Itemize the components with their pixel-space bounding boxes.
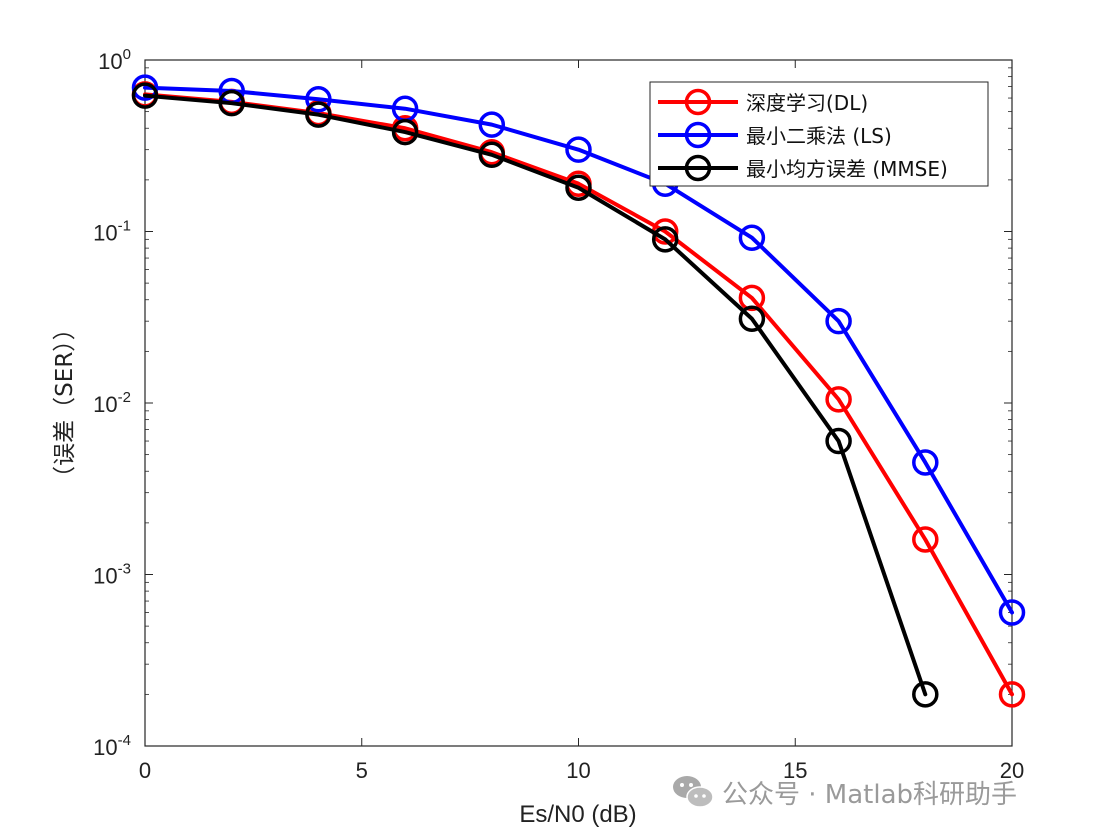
legend-item: 深度学习(DL)	[658, 88, 868, 116]
data-point	[912, 526, 939, 553]
data-point	[131, 82, 159, 109]
data-point	[478, 141, 506, 169]
y-tick-label: 10-3	[93, 561, 131, 589]
legend: 深度学习(DL) 最小二乘法 (LS) 最小均方误差 (MMSE)	[649, 81, 989, 187]
data-point	[305, 101, 332, 128]
x-tick-label: 5	[356, 758, 368, 783]
x-tick-label: 0	[139, 758, 151, 783]
x-axis-label: Es/N0 (dB)	[519, 801, 636, 828]
legend-item: 最小二乘法 (LS)	[658, 121, 892, 149]
x-tick-label: 15	[783, 758, 807, 783]
series-2	[131, 82, 939, 708]
y-axis: 100 10-1 10-2 10-3 10-4	[93, 46, 1012, 760]
legend-swatch-marker	[684, 121, 712, 149]
data-point	[998, 599, 1026, 626]
data-point	[738, 305, 766, 332]
data-point	[825, 307, 852, 335]
watermark: 公众号 · Matlab科研助手	[673, 776, 1017, 810]
data-point	[825, 427, 852, 455]
data-point	[478, 111, 506, 138]
legend-item: 最小均方误差 (MMSE)	[658, 154, 948, 182]
data-point	[998, 681, 1026, 708]
data-point	[738, 224, 766, 251]
wechat-icon	[673, 776, 714, 808]
data-point	[565, 136, 592, 163]
x-tick-label: 20	[1000, 758, 1024, 783]
data-point	[651, 226, 679, 253]
legend-label: 最小二乘法 (LS)	[746, 124, 892, 148]
data-point	[131, 74, 159, 101]
data-point	[912, 449, 939, 476]
data-point	[305, 86, 332, 113]
data-point	[738, 284, 766, 312]
y-tick-label: 10-4	[93, 732, 131, 760]
legend-swatch-marker	[684, 154, 712, 182]
data-point	[912, 681, 939, 708]
y-axis-label: （误差（SER））	[52, 317, 78, 489]
y-tick-label: 10-2	[93, 389, 131, 417]
series-line	[143, 85, 1014, 615]
watermark-text: 公众号 · Matlab科研助手	[722, 780, 1017, 810]
data-point	[825, 386, 852, 413]
data-point	[565, 174, 592, 201]
legend-label: 最小均方误差 (MMSE)	[746, 157, 948, 181]
y-tick-label: 10-1	[93, 218, 131, 246]
y-tick-label: 100	[98, 46, 131, 74]
legend-swatch-marker	[684, 88, 712, 116]
x-tick-label: 10	[566, 758, 590, 783]
legend-label: 深度学习(DL)	[746, 91, 868, 115]
x-axis: 0 5 10 15 20	[139, 60, 1024, 783]
data-point	[218, 89, 245, 117]
data-point	[391, 118, 419, 146]
series-line	[143, 93, 928, 697]
series-layer	[131, 74, 1026, 708]
